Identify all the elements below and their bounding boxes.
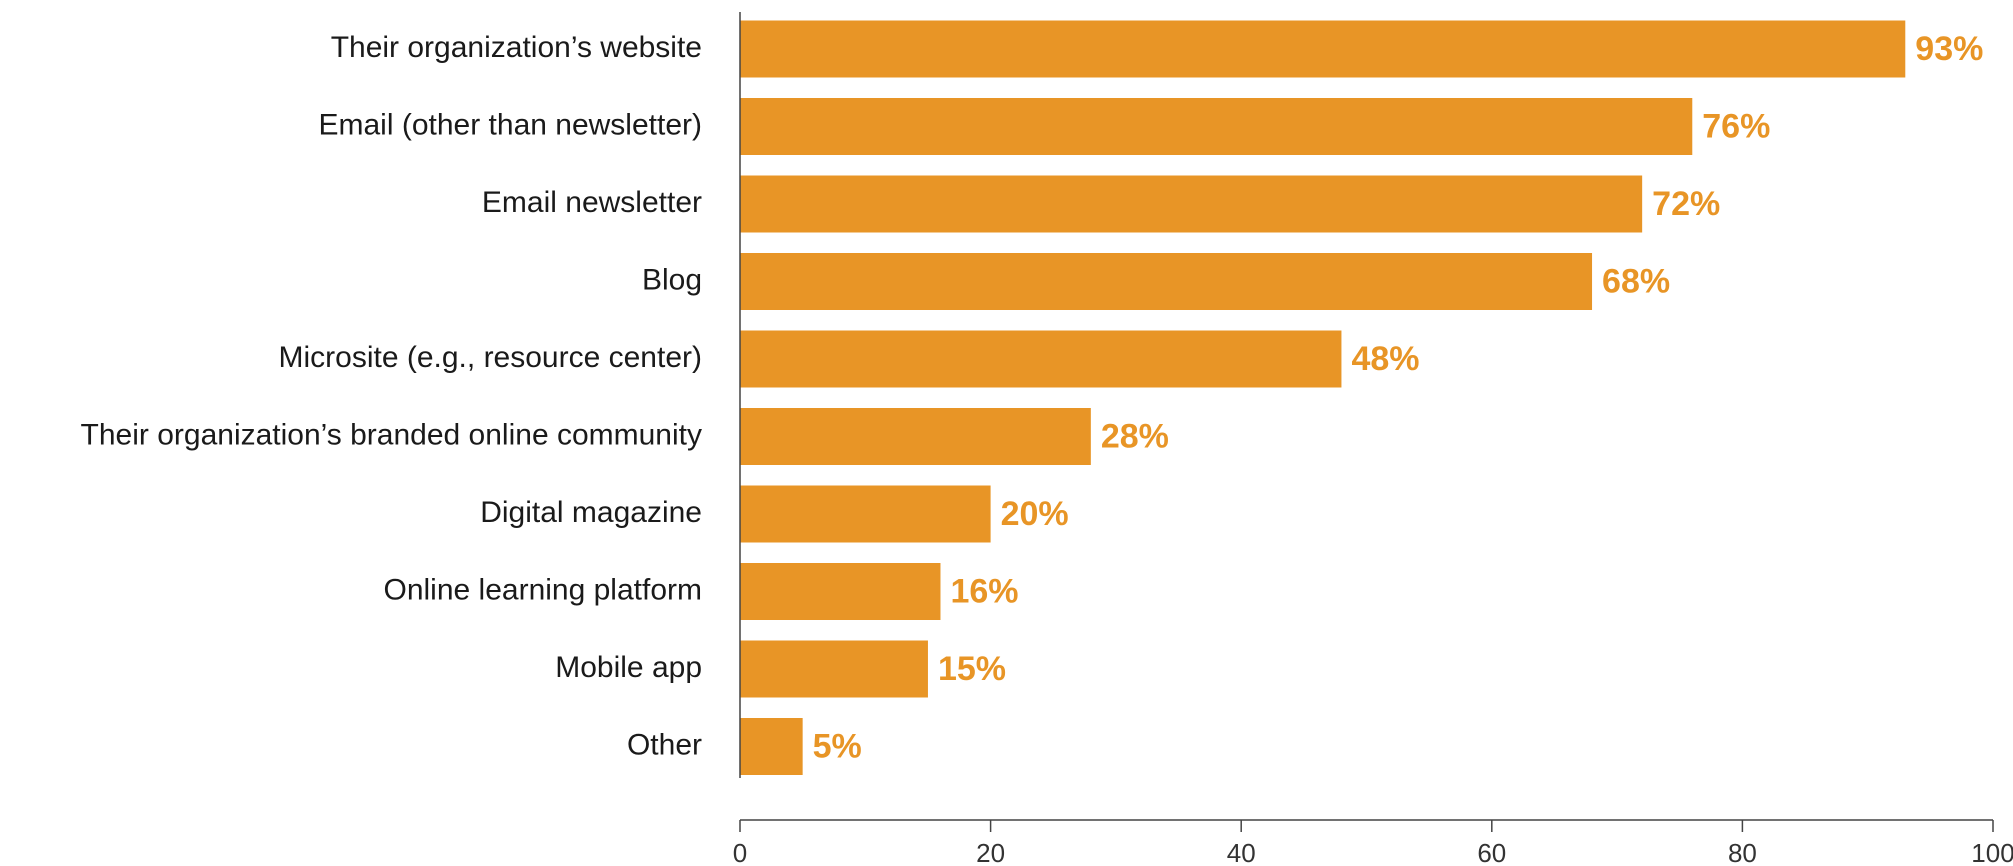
category-label: Email newsletter	[482, 186, 702, 219]
bars-layer	[740, 20, 1906, 775]
value-label: 93%	[1915, 30, 1983, 68]
category-label: Other	[627, 728, 702, 761]
value-label: 68%	[1602, 262, 1670, 300]
category-labels: Their organization’s website Email (other…	[81, 31, 702, 762]
category-label: Their organization’s branded online comm…	[81, 418, 702, 451]
value-label: 28%	[1101, 417, 1169, 455]
value-label: 5%	[813, 727, 862, 765]
x-tick-label: 40	[1227, 838, 1256, 866]
category-label: Online learning platform	[383, 573, 702, 606]
bar-1	[740, 20, 1906, 78]
category-label: Digital magazine	[480, 496, 702, 529]
bar-7	[740, 485, 991, 543]
bar-5	[740, 330, 1342, 388]
x-tick-label: 20	[976, 838, 1005, 866]
category-label: Blog	[642, 263, 702, 296]
value-label: 76%	[1702, 107, 1770, 145]
value-label: 72%	[1652, 185, 1720, 223]
x-tick-label: 0	[733, 838, 747, 866]
value-label: 16%	[950, 572, 1018, 610]
category-label: Microsite (e.g., resource center)	[279, 341, 702, 374]
category-label: Mobile app	[555, 651, 702, 684]
bar-3	[740, 175, 1643, 233]
category-label: Email (other than newsletter)	[319, 108, 703, 141]
x-tick-label: 80	[1728, 838, 1757, 866]
x-axis: 0 20 40 60 80 100	[733, 819, 2013, 866]
value-label: 48%	[1351, 340, 1419, 378]
value-label: 20%	[1001, 495, 1069, 533]
bar-2	[740, 98, 1693, 155]
value-labels: 93% 76% 72% 68% 48% 28% 20% 16% 15% 5%	[813, 30, 1984, 766]
x-tick-label: 60	[1477, 838, 1506, 866]
bar-6	[740, 408, 1091, 465]
bar-4	[740, 253, 1593, 310]
value-label: 15%	[938, 650, 1006, 688]
category-label: Their organization’s website	[331, 31, 702, 64]
x-tick-label: 100	[1971, 838, 2013, 866]
bar-10	[740, 718, 803, 775]
bar-8	[740, 563, 941, 620]
bar-9	[740, 640, 928, 698]
